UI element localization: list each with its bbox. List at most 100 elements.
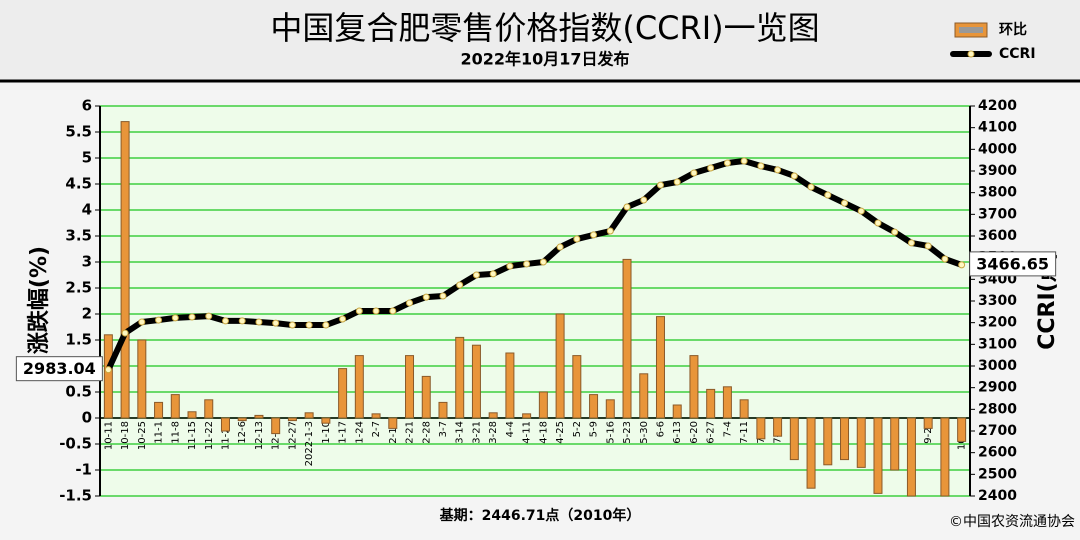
- x-tick-label: 10-18: [120, 421, 131, 450]
- bar: [471, 344, 481, 419]
- point: [891, 228, 899, 236]
- y-tick-label: -1: [75, 461, 92, 479]
- x-tick-label: 5-23: [622, 421, 633, 444]
- bar: [789, 417, 799, 461]
- point: [556, 243, 564, 251]
- x-tick-label: 11-22: [204, 421, 215, 450]
- bar: [589, 394, 599, 419]
- y2-tick-label: 3800: [978, 185, 1017, 201]
- point: [272, 319, 280, 327]
- bar: [906, 417, 916, 497]
- bar: [522, 413, 532, 419]
- y2-tick-label: 2600: [978, 445, 1017, 461]
- point: [941, 255, 949, 263]
- point: [171, 314, 179, 322]
- y-tick-label: 0.5: [65, 383, 92, 401]
- bar: [271, 417, 281, 435]
- y2-tick-label: 4100: [978, 120, 1017, 136]
- header-band: [0, 0, 1080, 80]
- x-tick-label: 1-24: [354, 421, 365, 444]
- point: [874, 219, 882, 227]
- y2-tick-label: 2400: [978, 488, 1017, 504]
- bar: [455, 336, 465, 419]
- y2-tick-label: 3600: [978, 228, 1017, 244]
- point: [506, 262, 514, 270]
- y-tick-label: 6: [82, 97, 92, 115]
- x-tick-label: 2022-1-3: [304, 421, 315, 466]
- bar: [622, 258, 632, 419]
- bar: [505, 352, 515, 419]
- point: [456, 281, 464, 289]
- bar: [237, 417, 247, 422]
- legend-label: 环比: [999, 21, 1027, 38]
- bar: [957, 417, 967, 442]
- bar: [806, 417, 816, 489]
- bar: [137, 339, 147, 419]
- line: [105, 158, 963, 371]
- x-tick-label: 9-26: [923, 421, 934, 444]
- x-tick-label: 6-20: [689, 421, 700, 444]
- point: [238, 317, 246, 325]
- point: [924, 242, 932, 250]
- point: [623, 203, 631, 211]
- point: [121, 329, 129, 337]
- point: [305, 321, 313, 329]
- point: [422, 293, 430, 301]
- y-tick-label: 5.5: [65, 123, 92, 141]
- point: [205, 312, 213, 320]
- y-tick-label: -0.5: [59, 435, 92, 453]
- point: [406, 299, 414, 307]
- y2-tick-label: 2800: [978, 401, 1017, 417]
- point: [489, 270, 497, 278]
- bar: [220, 417, 230, 432]
- y2-tick-label: 3900: [978, 163, 1017, 179]
- x-tick-label: 1-17: [338, 421, 349, 444]
- point: [740, 157, 748, 165]
- point: [707, 164, 715, 172]
- x-tick-label: 5-16: [605, 421, 616, 444]
- x-tick-label: 6-13: [672, 421, 683, 444]
- bar: [154, 401, 164, 419]
- point: [339, 315, 347, 323]
- point: [841, 199, 849, 207]
- point: [723, 159, 731, 167]
- y2-tick-label: 3000: [978, 358, 1017, 374]
- x-tick-label: 4-25: [555, 421, 566, 444]
- x-tick-label: 4-4: [505, 421, 516, 437]
- bar: [405, 355, 415, 419]
- x-tick-label: 5-2: [572, 421, 583, 437]
- y-tick-label: -1.5: [59, 487, 92, 505]
- y2-tick-label: 3200: [978, 315, 1017, 331]
- bar: [438, 401, 448, 419]
- x-tick-label: 11-1: [154, 421, 165, 444]
- bar: [421, 375, 431, 419]
- bar: [304, 412, 314, 419]
- x-tick-label: 2-21: [405, 421, 416, 444]
- legend-swatch-inner: [959, 27, 983, 33]
- y-tick-label: 5: [82, 149, 92, 167]
- point: [389, 307, 397, 315]
- bar: [773, 417, 783, 437]
- footnote: 基期：2446.71点（2010年）: [440, 507, 641, 524]
- bar: [823, 417, 833, 466]
- bar: [170, 394, 180, 419]
- x-tick-label: 10-25: [137, 421, 148, 450]
- y-tick-label: 2: [82, 305, 92, 323]
- bar: [890, 417, 900, 471]
- x-tick-label: 1-10: [321, 421, 332, 444]
- y-tick-label: 4: [82, 201, 92, 219]
- x-tick-label: 3-14: [455, 421, 466, 444]
- y-tick-label: 0: [82, 409, 92, 427]
- point: [138, 318, 146, 326]
- legend-label: CCRI: [999, 46, 1036, 62]
- bar: [572, 355, 582, 419]
- bar: [655, 316, 665, 419]
- bar: [856, 417, 866, 468]
- point: [439, 292, 447, 300]
- point: [757, 162, 765, 170]
- bar: [756, 417, 766, 440]
- x-tick-label: 11-29: [220, 421, 231, 450]
- legend-swatch-point: [967, 50, 975, 58]
- bar: [371, 413, 381, 419]
